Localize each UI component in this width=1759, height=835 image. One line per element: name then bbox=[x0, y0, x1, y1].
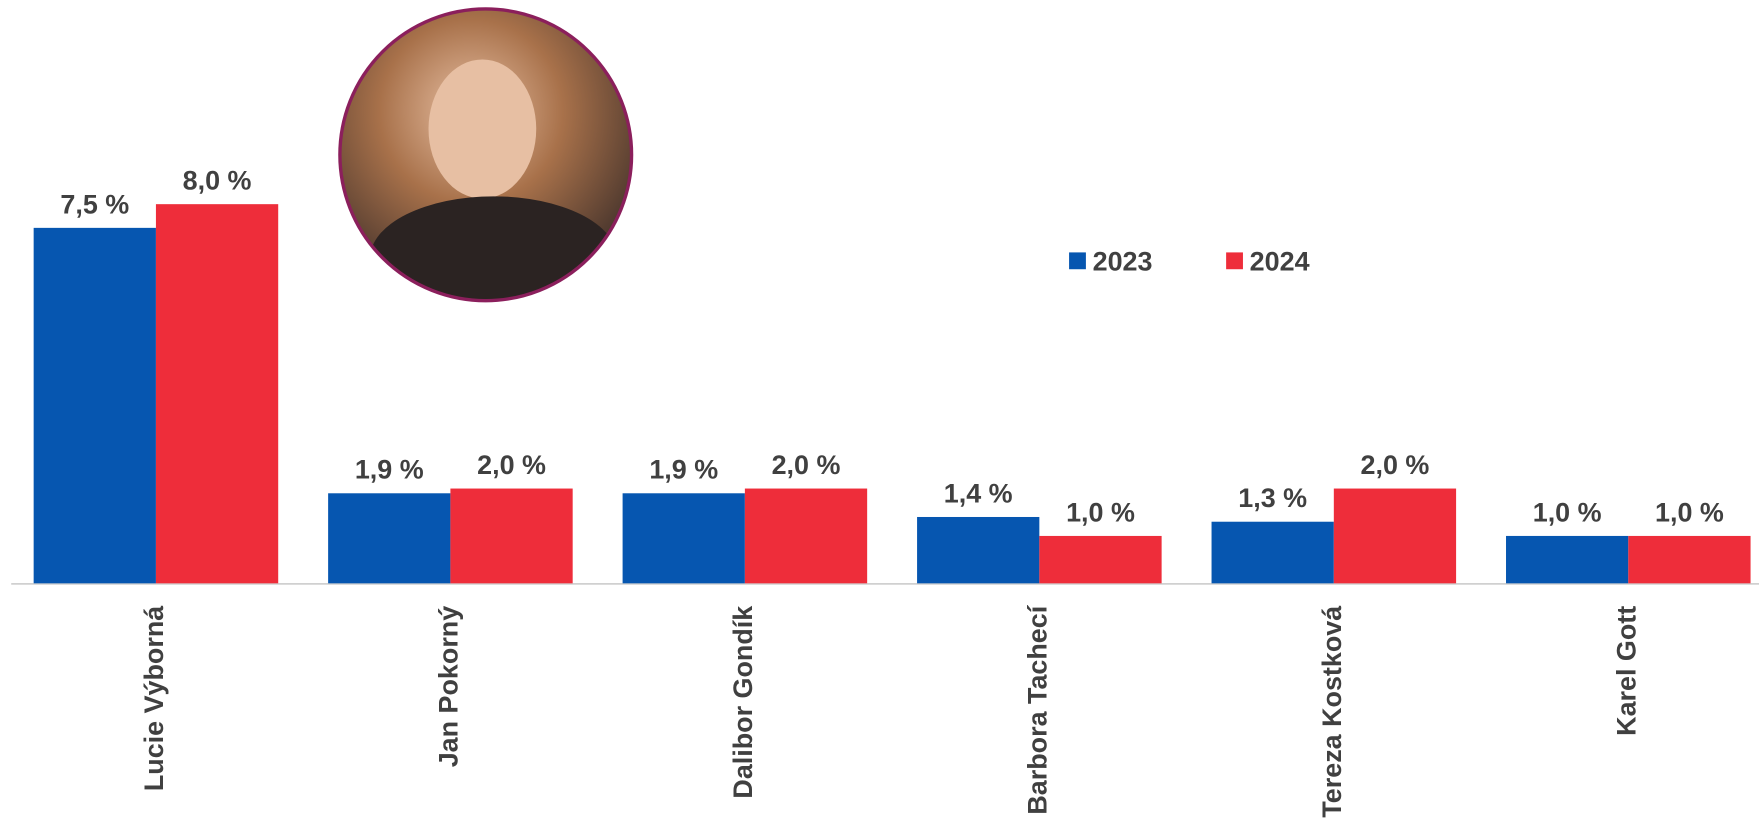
bar bbox=[34, 228, 156, 583]
value-label: 1,9 % bbox=[649, 455, 718, 485]
value-label: 1,0 % bbox=[1533, 497, 1602, 527]
value-label: 1,0 % bbox=[1655, 497, 1724, 527]
legend-swatch bbox=[1069, 252, 1086, 269]
bar bbox=[745, 489, 867, 584]
value-label: 8,0 % bbox=[183, 166, 252, 196]
value-label: 2,0 % bbox=[772, 450, 841, 480]
bar bbox=[1212, 522, 1334, 584]
value-label: 1,0 % bbox=[1066, 497, 1135, 527]
value-label: 7,5 % bbox=[60, 189, 129, 219]
x-tick-label: Karel Gott bbox=[1611, 606, 1641, 736]
photo bbox=[340, 9, 632, 320]
x-tick-label: Dalibor Gondík bbox=[728, 606, 758, 799]
bar bbox=[450, 489, 572, 584]
bar bbox=[328, 493, 450, 583]
value-label: 1,3 % bbox=[1238, 483, 1307, 513]
bar bbox=[1628, 536, 1750, 583]
value-label: 1,4 % bbox=[944, 478, 1013, 508]
legend-swatch bbox=[1226, 252, 1243, 269]
bar bbox=[1506, 536, 1628, 583]
value-label: 2,0 % bbox=[1361, 450, 1430, 480]
bar bbox=[917, 517, 1039, 583]
bar bbox=[623, 493, 745, 583]
photo-face bbox=[429, 59, 537, 198]
bar bbox=[1039, 536, 1161, 583]
x-tick-label: Jan Pokorný bbox=[434, 606, 464, 768]
x-tick-label: Lucie Výborná bbox=[139, 605, 169, 791]
legend-label: 2024 bbox=[1250, 246, 1310, 276]
chart: 7,5 % 8,0 % Lucie Výborná 1,9 % 2,0 % Jan Pok… bbox=[0, 0, 1759, 835]
bar bbox=[1334, 489, 1456, 584]
legend-label: 2023 bbox=[1093, 246, 1153, 276]
plot-area: 7,5 % 8,0 % Lucie Výborná 1,9 % 2,0 % Jan Pok… bbox=[11, 9, 1759, 818]
x-tick-label: Tereza Kostková bbox=[1317, 605, 1347, 818]
bar bbox=[156, 204, 278, 583]
value-label: 1,9 % bbox=[355, 455, 424, 485]
x-tick-label: Barbora Tachecí bbox=[1022, 604, 1052, 814]
value-label: 2,0 % bbox=[477, 450, 546, 480]
